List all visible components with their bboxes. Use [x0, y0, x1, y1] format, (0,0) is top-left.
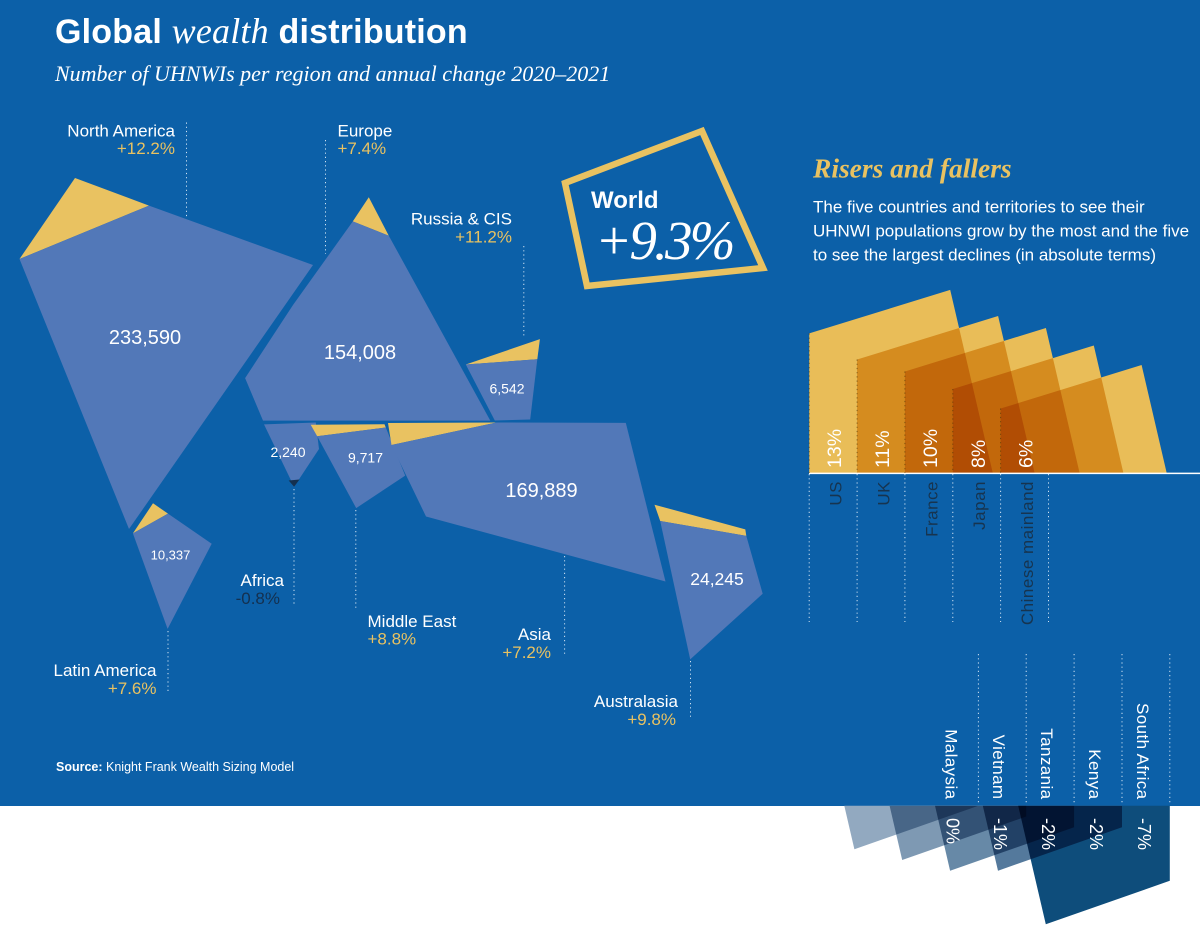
- svg-text:+8.8%: +8.8%: [368, 630, 417, 649]
- svg-text:Malaysia: Malaysia: [941, 729, 960, 799]
- svg-text:South Africa: South Africa: [1133, 703, 1152, 800]
- svg-text:North America: North America: [67, 122, 175, 141]
- svg-text:Number of UHNWIs per region an: Number of UHNWIs per region and annual c…: [54, 61, 610, 86]
- svg-text:-2%: -2%: [1086, 818, 1106, 850]
- svg-text:Tanzania: Tanzania: [1037, 728, 1056, 799]
- svg-text:Asia: Asia: [518, 625, 552, 644]
- svg-text:Russia & CIS: Russia & CIS: [411, 210, 512, 229]
- svg-text:6%: 6%: [1016, 440, 1038, 468]
- svg-text:Risers and fallers: Risers and fallers: [812, 153, 1012, 184]
- svg-text:Latin America: Latin America: [54, 661, 158, 680]
- svg-text:US: US: [827, 481, 846, 506]
- svg-text:+9.3%: +9.3%: [595, 210, 733, 271]
- svg-text:Chinese mainland: Chinese mainland: [1018, 481, 1037, 625]
- svg-text:24,245: 24,245: [690, 569, 744, 589]
- svg-text:Vietnam: Vietnam: [989, 735, 1008, 800]
- svg-text:Middle East: Middle East: [368, 612, 457, 631]
- svg-text:9,717: 9,717: [348, 450, 383, 466]
- svg-text:UHNWI populations grow by the: UHNWI populations grow by the most and t…: [813, 222, 1189, 241]
- svg-text:+7.6%: +7.6%: [108, 679, 157, 698]
- svg-text:10,337: 10,337: [151, 548, 191, 563]
- svg-text:Australasia: Australasia: [594, 692, 679, 711]
- svg-text:Africa: Africa: [241, 571, 285, 590]
- svg-text:10%: 10%: [920, 429, 942, 468]
- svg-text:11%: 11%: [872, 430, 894, 468]
- svg-text:+7.4%: +7.4%: [338, 139, 387, 158]
- svg-text:to see the largest declines (i: to see the largest declines (in absolute…: [813, 246, 1156, 265]
- svg-text:Global wealth distribution: Global wealth distribution: [55, 11, 468, 51]
- svg-text:Europe: Europe: [338, 122, 393, 141]
- svg-text:The five countries and territo: The five countries and territories to se…: [813, 198, 1145, 217]
- svg-text:UK: UK: [875, 481, 894, 506]
- svg-text:-1%: -1%: [990, 818, 1010, 850]
- svg-text:Source: Knight Frank Wealth Si: Source: Knight Frank Wealth Sizing Model: [56, 760, 294, 774]
- svg-text:13%: 13%: [824, 429, 846, 468]
- svg-text:169,889: 169,889: [505, 480, 577, 502]
- svg-text:8%: 8%: [968, 440, 990, 468]
- svg-text:+9.8%: +9.8%: [627, 710, 676, 729]
- svg-text:World: World: [591, 187, 659, 214]
- svg-text:-7%: -7%: [1134, 818, 1154, 850]
- svg-text:-0.8%: -0.8%: [236, 589, 280, 608]
- svg-text:-2%: -2%: [1038, 818, 1058, 850]
- svg-text:Kenya: Kenya: [1085, 749, 1104, 799]
- svg-text:6,542: 6,542: [489, 381, 524, 397]
- svg-text:Japan: Japan: [970, 481, 989, 530]
- svg-text:154,008: 154,008: [324, 342, 396, 364]
- svg-text:+12.2%: +12.2%: [117, 139, 175, 158]
- svg-text:+11.2%: +11.2%: [455, 228, 512, 247]
- svg-text:+7.2%: +7.2%: [502, 643, 551, 662]
- svg-text:France: France: [922, 481, 941, 537]
- svg-text:233,590: 233,590: [109, 327, 181, 349]
- svg-text:2,240: 2,240: [270, 444, 305, 460]
- svg-text:0%: 0%: [942, 818, 962, 844]
